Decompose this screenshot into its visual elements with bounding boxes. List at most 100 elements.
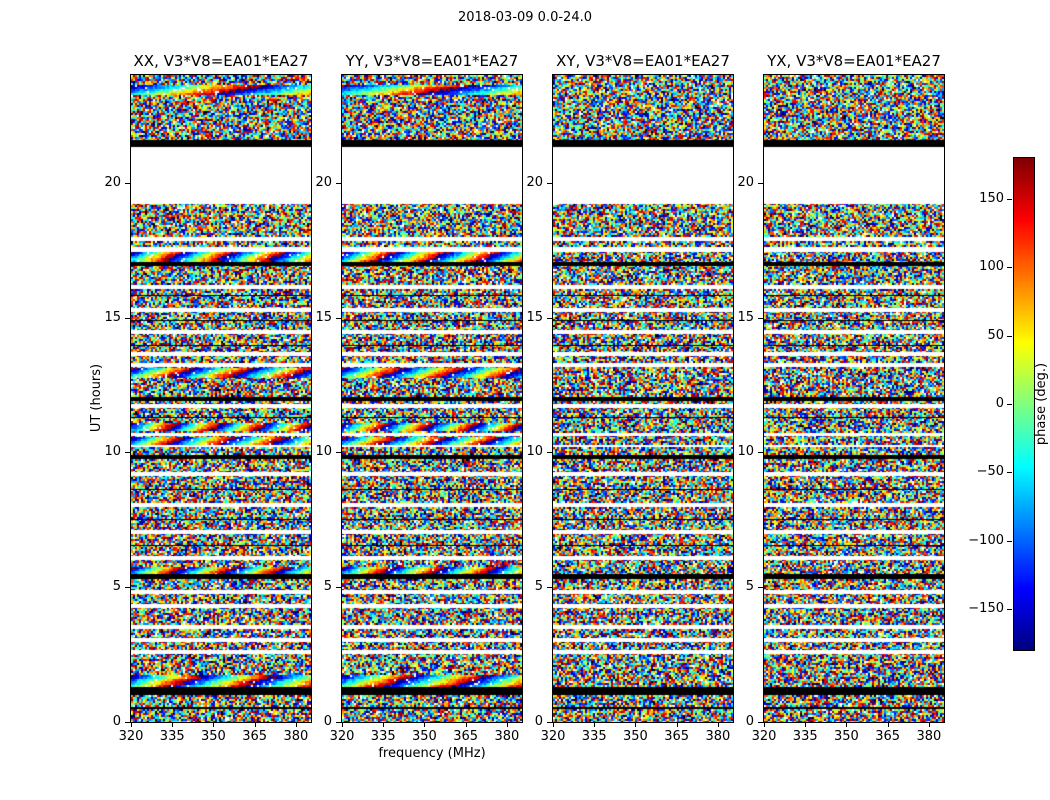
x-tick-label: 335: [159, 729, 185, 744]
x-tick-mark: [887, 723, 889, 727]
x-tick-mark: [131, 723, 132, 727]
colorbar-tick-label: −100: [968, 532, 1004, 548]
panel-title-yx: YX, V3*V8=EA01*EA27: [767, 52, 941, 70]
y-tick-label: 10: [526, 444, 543, 460]
colorbar-tick-mark: [1007, 199, 1012, 200]
x-tick-label: 335: [370, 729, 396, 744]
y-tick-mark: [125, 317, 130, 319]
y-axis-label: UT (hours): [89, 363, 104, 433]
x-tick-label: 365: [453, 729, 479, 744]
x-tick-label: 320: [329, 729, 355, 744]
x-tick-mark: [676, 723, 678, 727]
colorbar-tick-label: −50: [976, 464, 1004, 480]
x-tick-mark: [295, 723, 297, 727]
x-tick-mark: [172, 723, 174, 727]
y-tick-mark: [336, 722, 341, 723]
x-tick-mark: [594, 723, 596, 727]
x-tick-label: 380: [916, 729, 942, 744]
waterfall-canvas-xx: [131, 75, 311, 722]
waterfall-panel-yx: YX, V3*V8=EA01*EA27: [763, 52, 945, 723]
x-axis-label: frequency (MHz): [378, 746, 486, 761]
y-tick-mark: [758, 452, 763, 454]
y-tick-mark: [336, 317, 341, 319]
y-tick-mark: [125, 182, 130, 184]
x-tick-mark: [635, 723, 637, 727]
y-tick-mark: [758, 182, 763, 184]
colorbar-tick-mark: [1007, 609, 1012, 610]
x-tick-label: 380: [283, 729, 309, 744]
colorbar-tick-mark: [1007, 540, 1012, 542]
x-tick-label: 365: [875, 729, 901, 744]
x-tick-label: 365: [664, 729, 690, 744]
y-tick-label: 5: [534, 579, 543, 595]
x-tick-mark: [213, 723, 215, 727]
panel-title-xy: XY, V3*V8=EA01*EA27: [556, 52, 730, 70]
colorbar-tick-mark: [1007, 267, 1012, 269]
y-tick-label: 5: [323, 579, 332, 595]
y-tick-label: 15: [104, 309, 121, 325]
x-tick-mark: [928, 723, 930, 727]
y-tick-mark: [547, 452, 552, 454]
waterfall-canvas-yy: [342, 75, 522, 722]
x-tick-label: 350: [412, 729, 437, 744]
y-tick-mark: [758, 317, 763, 319]
y-tick-mark: [336, 182, 341, 184]
y-tick-mark: [547, 182, 552, 184]
x-tick-mark: [717, 723, 719, 727]
x-tick-label: 335: [581, 729, 607, 744]
colorbar-tick-label: −150: [968, 601, 1004, 616]
y-tick-mark: [547, 587, 552, 589]
waterfall-panel-xy: XY, V3*V8=EA01*EA27: [552, 52, 734, 723]
y-tick-mark: [758, 722, 763, 723]
x-tick-label: 320: [118, 729, 144, 744]
x-tick-mark: [506, 723, 508, 727]
y-tick-mark: [547, 722, 552, 723]
x-tick-label: 335: [792, 729, 818, 744]
colorbar-tick-label: 50: [987, 327, 1004, 343]
colorbar-tick-label: 150: [979, 191, 1004, 206]
waterfall-canvas-xy: [553, 75, 733, 722]
y-tick-mark: [547, 317, 552, 319]
colorbar-label: phase (deg.): [1034, 362, 1049, 446]
colorbar-gradient: [1014, 158, 1034, 650]
x-tick-label: 350: [201, 729, 226, 744]
x-tick-label: 380: [494, 729, 520, 744]
y-tick-label: 0: [745, 714, 754, 729]
y-tick-label: 5: [112, 579, 121, 595]
y-tick-mark: [125, 722, 130, 723]
x-tick-mark: [254, 723, 256, 727]
waterfall-canvas-yx: [764, 75, 944, 722]
y-tick-label: 15: [737, 309, 754, 325]
y-tick-mark: [336, 452, 341, 454]
colorbar-tick-mark: [1007, 472, 1012, 474]
x-tick-label: 320: [751, 729, 777, 744]
x-tick-label: 350: [623, 729, 648, 744]
y-tick-label: 0: [323, 714, 332, 729]
y-tick-label: 5: [745, 579, 754, 595]
x-tick-label: 350: [834, 729, 859, 744]
colorbar: [1013, 157, 1035, 651]
x-tick-mark: [553, 723, 554, 727]
panel-title-xx: XX, V3*V8=EA01*EA27: [133, 52, 309, 70]
y-tick-label: 15: [315, 309, 332, 325]
waterfall-panel-xx: XX, V3*V8=EA01*EA27: [130, 52, 312, 723]
panel-title-yy: YY, V3*V8=EA01*EA27: [345, 52, 519, 70]
x-tick-mark: [805, 723, 807, 727]
y-tick-label: 10: [315, 444, 332, 460]
y-tick-mark: [125, 587, 130, 589]
y-tick-label: 20: [737, 174, 754, 190]
y-tick-label: 20: [526, 174, 543, 190]
y-tick-label: 20: [315, 174, 332, 190]
x-tick-label: 320: [540, 729, 566, 744]
y-tick-mark: [758, 587, 763, 589]
y-tick-label: 0: [534, 714, 543, 729]
colorbar-tick-mark: [1007, 404, 1012, 405]
x-tick-label: 365: [242, 729, 268, 744]
y-tick-mark: [125, 452, 130, 454]
x-tick-mark: [342, 723, 343, 727]
waterfall-panel-yy: YY, V3*V8=EA01*EA27: [341, 52, 523, 723]
colorbar-tick-mark: [1007, 335, 1012, 337]
x-tick-mark: [465, 723, 467, 727]
figure-title: 2018-03-09 0.0-24.0: [458, 10, 592, 25]
y-tick-label: 15: [526, 309, 543, 325]
